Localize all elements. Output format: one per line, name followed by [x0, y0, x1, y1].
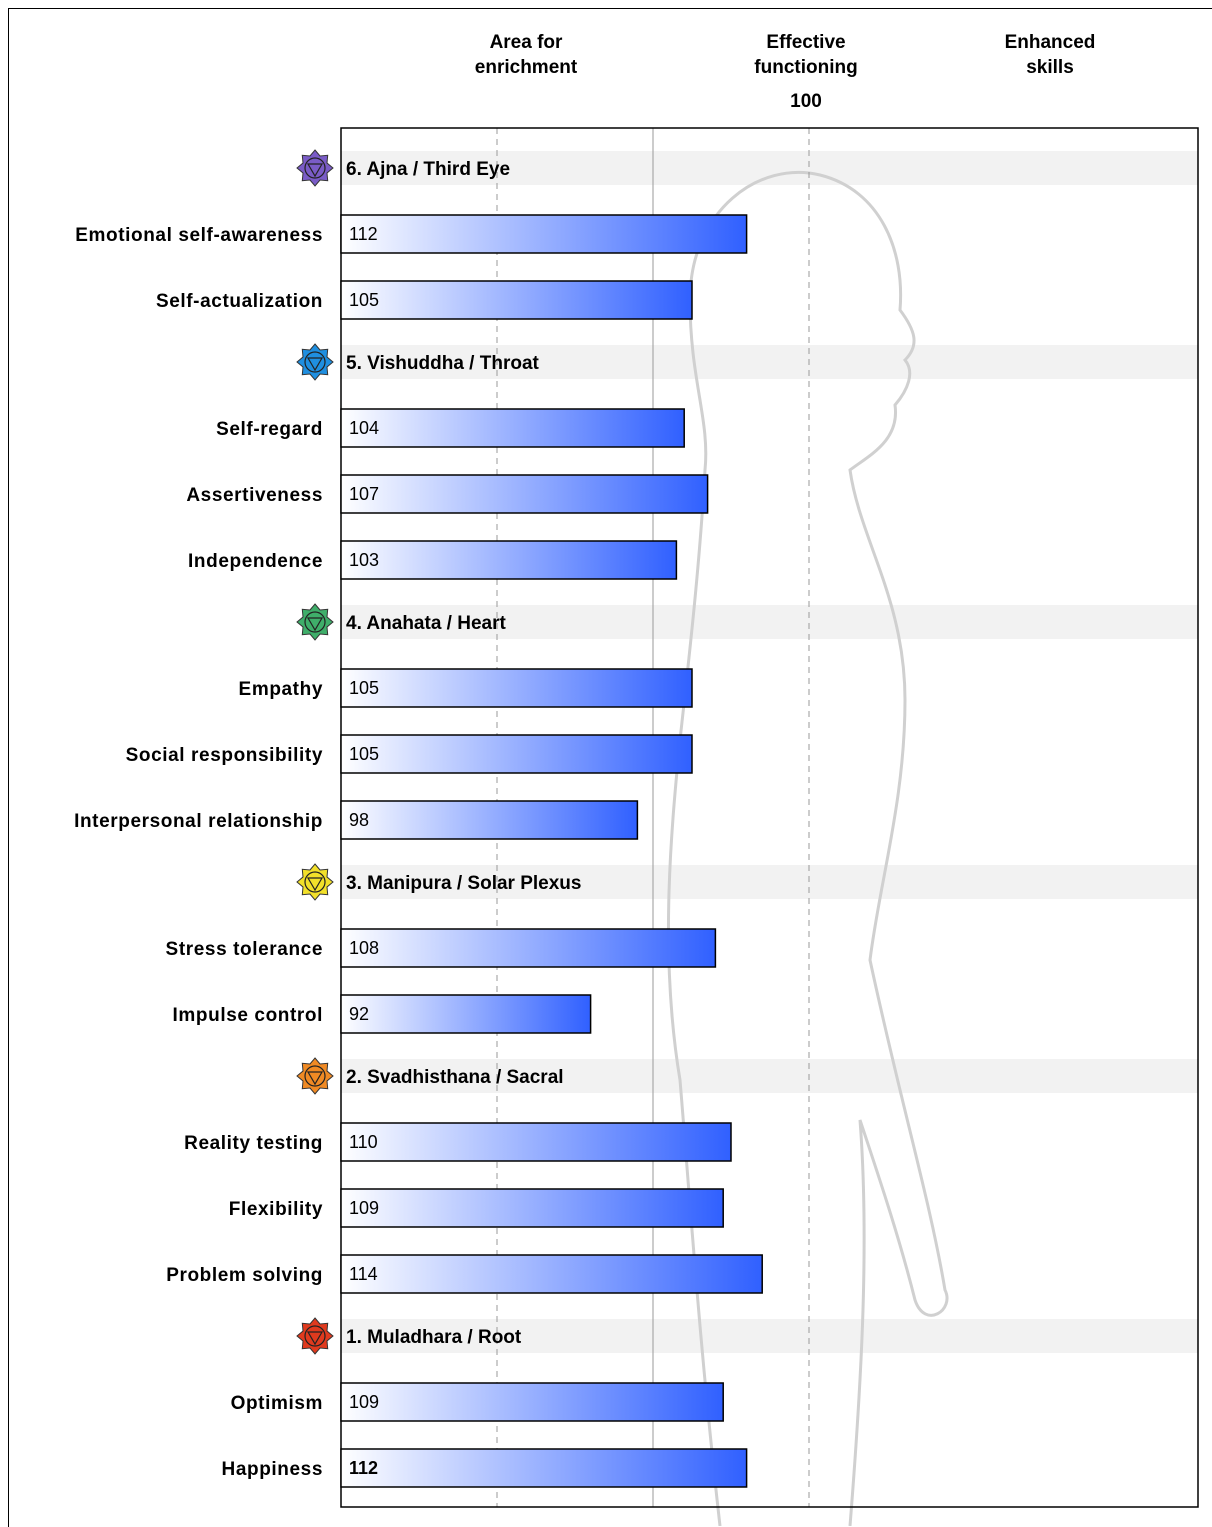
row-label: Interpersonal relationship	[74, 811, 323, 832]
bar-value-label: 109	[349, 1198, 379, 1218]
header-effective-line2: functioning	[754, 57, 857, 78]
bar-value-label: 109	[349, 1392, 379, 1412]
bar-value-label: 110	[349, 1132, 378, 1152]
bar	[340, 994, 592, 1034]
bar	[340, 668, 693, 708]
bar	[340, 928, 717, 968]
bar-value-label: 114	[349, 1264, 378, 1284]
header-enrichment-line1: Area for	[490, 32, 563, 53]
row-label: Emotional self-awareness	[75, 225, 323, 246]
bar	[340, 540, 678, 580]
group-band	[341, 345, 1198, 379]
bar	[340, 1448, 748, 1488]
bar-value-label: 103	[349, 550, 379, 570]
header-reference-value: 100	[790, 91, 822, 112]
bar	[340, 1122, 732, 1162]
row-label: Self-regard	[216, 419, 323, 440]
row-label: Problem solving	[166, 1265, 323, 1286]
bar	[340, 1382, 724, 1422]
header-effective-line1: Effective	[766, 32, 845, 53]
bar	[340, 800, 639, 840]
row-label: Impulse control	[173, 1005, 323, 1026]
group-bands	[341, 151, 1198, 1353]
group-band	[341, 865, 1198, 899]
bar-value-label: 107	[349, 484, 379, 504]
ajna-chakra-icon	[296, 149, 334, 187]
header-enhanced-line1: Enhanced	[1005, 32, 1096, 53]
row-label: Self-actualization	[156, 291, 323, 312]
group-label: 6. Ajna / Third Eye	[346, 159, 510, 180]
group-label: 3. Manipura / Solar Plexus	[346, 873, 581, 894]
bar	[340, 1188, 724, 1228]
report-frame	[8, 8, 1212, 1527]
header-enhanced-line2: skills	[1026, 57, 1074, 78]
bar	[340, 1254, 763, 1294]
bar	[340, 474, 709, 514]
group-label: 4. Anahata / Heart	[346, 613, 506, 634]
group-label: 1. Muladhara / Root	[346, 1327, 522, 1348]
group-band	[341, 1319, 1198, 1353]
chart-rows: 6. Ajna / Third Eye Emotional self-awaren…	[74, 149, 763, 1488]
bar-value-label: 105	[349, 744, 379, 764]
bar-value-label: 105	[349, 290, 379, 310]
row-label: Reality testing	[184, 1133, 323, 1154]
group-band	[341, 1059, 1198, 1093]
bar	[340, 734, 693, 774]
row-label: Flexibility	[229, 1199, 323, 1220]
bar-value-label: 112	[349, 1458, 378, 1478]
row-label: Social responsibility	[126, 745, 323, 766]
row-label: Assertiveness	[186, 485, 323, 506]
vishuddha-chakra-icon	[296, 343, 334, 381]
bar	[340, 214, 748, 254]
row-label: Empathy	[239, 679, 323, 700]
row-label: Stress tolerance	[166, 939, 323, 960]
bar-value-label: 92	[349, 1004, 369, 1024]
bar	[340, 408, 685, 448]
group-label: 5. Vishuddha / Throat	[346, 353, 540, 374]
bar-value-label: 104	[349, 418, 379, 438]
group-band	[341, 151, 1198, 185]
bar-value-label: 98	[349, 810, 369, 830]
bar-value-label: 112	[349, 224, 378, 244]
bar-value-label: 108	[349, 938, 379, 958]
svadhisthana-chakra-icon	[296, 1057, 334, 1095]
row-label: Independence	[188, 551, 323, 572]
row-label: Happiness	[222, 1459, 324, 1480]
manipura-chakra-icon	[296, 863, 334, 901]
group-band	[341, 605, 1198, 639]
row-label: Optimism	[231, 1393, 323, 1414]
muladhara-chakra-icon	[296, 1317, 334, 1355]
bar	[340, 280, 693, 320]
anahata-chakra-icon	[296, 603, 334, 641]
group-label: 2. Svadhisthana / Sacral	[346, 1067, 564, 1088]
header-enrichment-line2: enrichment	[475, 57, 578, 78]
bar-value-label: 105	[349, 678, 379, 698]
